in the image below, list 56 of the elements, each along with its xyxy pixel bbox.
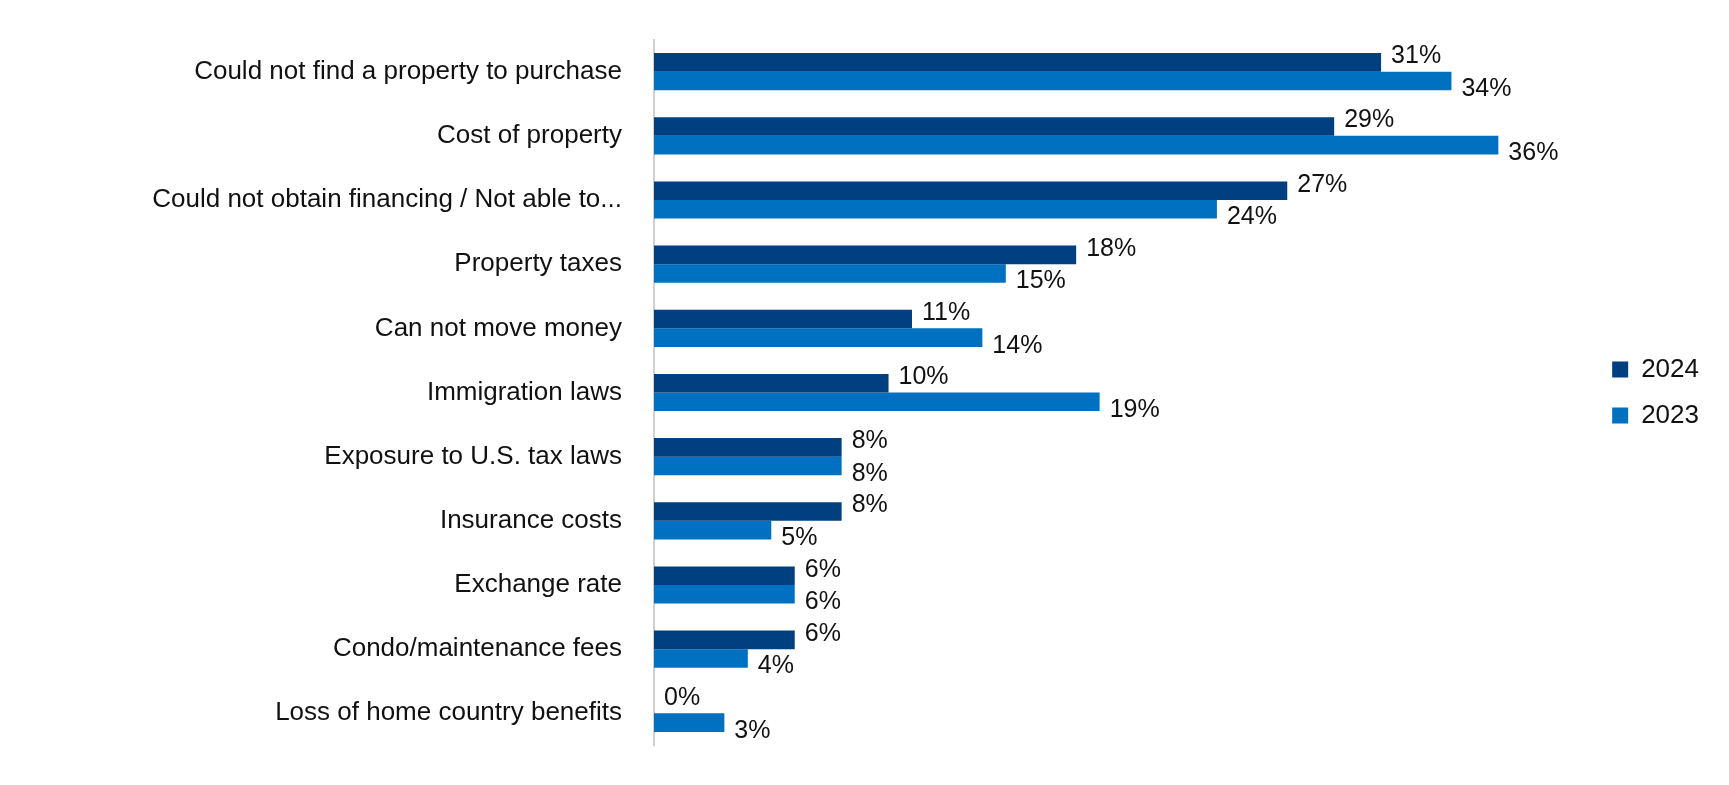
data-label: 6% [804, 586, 841, 615]
bar [654, 71, 1452, 91]
data-label: 5% [781, 522, 818, 551]
data-label: 31% [1391, 40, 1442, 69]
y-tick-label: Property taxes [454, 247, 622, 278]
data-label: 3% [734, 714, 771, 743]
bar [654, 328, 983, 347]
bar [654, 438, 842, 457]
y-tick-label: Could not find a property to purchase [194, 54, 622, 85]
y-tick-label: Loss of home country benefits [275, 696, 622, 727]
bar [654, 392, 1100, 412]
bar [654, 456, 842, 476]
y-tick-label: Immigration laws [426, 375, 622, 406]
data-label: 27% [1297, 168, 1348, 197]
y-tick-label: Condo/maintenance fees [332, 632, 622, 663]
y-tick-label: Insurance costs [439, 504, 622, 534]
data-label: 6% [804, 617, 841, 646]
bar [654, 713, 725, 732]
data-label: 29% [1344, 104, 1395, 133]
data-label: 36% [1508, 137, 1559, 166]
bar [654, 117, 1335, 136]
y-tick-label: Could not obtain financing / Not able to... [152, 183, 622, 214]
bar [654, 181, 1288, 201]
bar [654, 373, 889, 393]
data-label: 8% [851, 425, 888, 454]
bar [654, 264, 1006, 283]
legend-label: 2024 [1641, 352, 1699, 383]
bar [654, 584, 795, 604]
legend-label: 2023 [1641, 398, 1699, 429]
data-label: 8% [851, 489, 888, 518]
data-label: 15% [1015, 265, 1066, 294]
data-label: 6% [804, 553, 841, 582]
bar [654, 200, 1217, 219]
data-label: 24% [1226, 201, 1277, 230]
data-label: 8% [851, 457, 888, 486]
y-tick-label: Can not move money [374, 311, 622, 342]
data-label: 19% [1109, 393, 1160, 422]
bar [654, 309, 912, 329]
data-label: 34% [1461, 72, 1512, 101]
data-label: 11% [921, 296, 971, 325]
data-label: 18% [1086, 232, 1137, 261]
bar [654, 245, 1077, 265]
y-tick-label: Exposure to U.S. tax laws [324, 439, 622, 470]
bar [654, 502, 842, 521]
bar [654, 566, 795, 585]
data-label: 10% [898, 361, 949, 390]
data-label: 4% [757, 650, 794, 679]
data-label: 0% [664, 681, 701, 710]
bar [654, 630, 795, 650]
y-tick-label: Exchange rate [454, 568, 622, 599]
data-label: 14% [992, 329, 1043, 358]
bar [654, 520, 772, 540]
y-tick-label: Cost of property [437, 119, 622, 150]
bar [654, 649, 748, 668]
bar [654, 53, 1382, 72]
bar [654, 135, 1499, 155]
